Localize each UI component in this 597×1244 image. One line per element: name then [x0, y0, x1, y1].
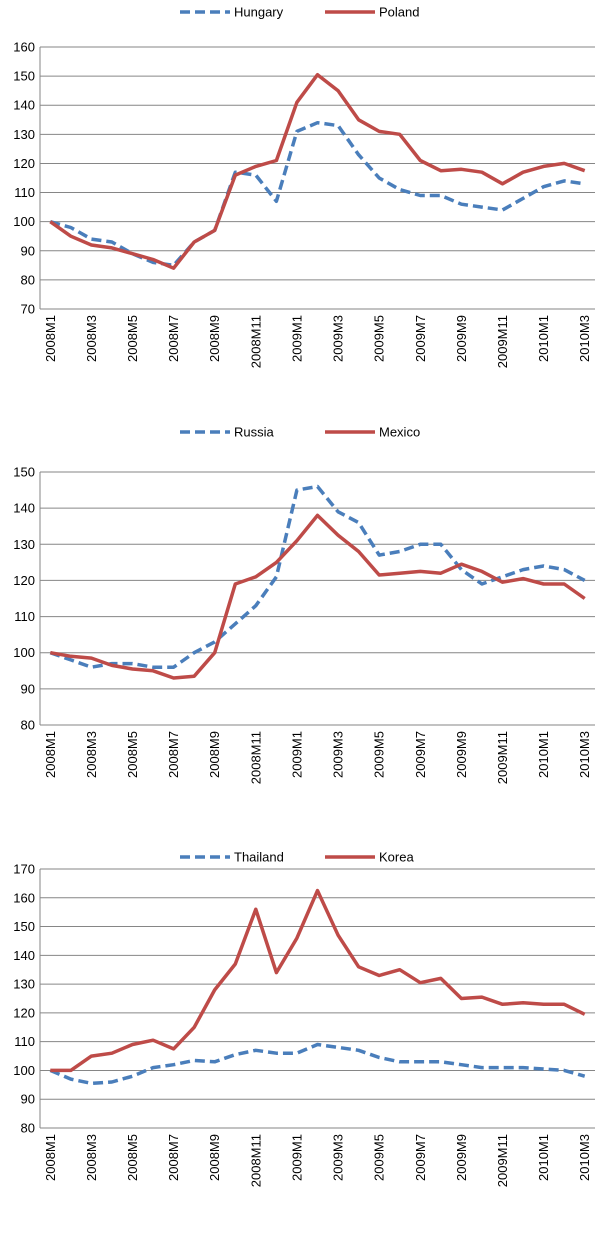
x-tick-label: 2009M5 — [372, 731, 387, 778]
x-tick-label: 2010M1 — [536, 1134, 551, 1181]
x-tick-label: 2009M9 — [454, 315, 469, 362]
x-tick-label: 2010M3 — [577, 1134, 592, 1181]
y-tick-label: 150 — [13, 465, 35, 480]
x-tick-label: 2009M3 — [331, 315, 346, 362]
x-tick-label: 2009M7 — [413, 1134, 428, 1181]
x-tick-label: 2009M3 — [331, 731, 346, 778]
y-tick-label: 160 — [13, 890, 35, 905]
x-tick-label: 2008M3 — [84, 315, 99, 362]
x-tick-label: 2008M5 — [125, 1134, 140, 1181]
y-tick-label: 140 — [13, 948, 35, 963]
y-tick-label: 150 — [13, 69, 35, 84]
x-tick-label: 2009M1 — [289, 1134, 304, 1181]
x-tick-label: 2009M1 — [289, 315, 304, 362]
chart: 70 80 90 100 110 120 130 140 150 160 2008M1 2008M3 2… — [13, 5, 595, 368]
x-tick-label: 2008M11 — [248, 1134, 263, 1187]
y-tick-label: 140 — [13, 98, 35, 113]
x-tick-label: 2008M1 — [43, 1134, 58, 1181]
x-tick-label: 2009M9 — [454, 731, 469, 778]
y-tick-label: 170 — [13, 862, 35, 877]
x-tick-label: 2009M5 — [372, 1134, 387, 1181]
legend-label: Mexico — [379, 425, 420, 440]
legend-label: Thailand — [234, 850, 284, 865]
y-tick-label: 100 — [13, 645, 35, 660]
x-tick-label: 2009M5 — [372, 315, 387, 362]
legend-label: Poland — [379, 5, 419, 20]
legend-label: Russia — [234, 425, 275, 440]
y-tick-label: 140 — [13, 501, 35, 516]
y-tick-label: 120 — [13, 156, 35, 171]
x-tick-label: 2009M7 — [413, 315, 428, 362]
x-tick-label: 2009M11 — [495, 1134, 510, 1187]
x-tick-label: 2008M5 — [125, 731, 140, 778]
y-tick-label: 80 — [21, 1121, 35, 1136]
x-tick-label: 2009M9 — [454, 1134, 469, 1181]
x-tick-label: 2008M11 — [248, 731, 263, 784]
y-tick-label: 90 — [21, 243, 35, 258]
y-tick-label: 120 — [13, 1005, 35, 1020]
y-tick-label: 160 — [13, 40, 35, 55]
x-tick-label: 2008M1 — [43, 315, 58, 362]
x-tick-label: 2008M9 — [207, 1134, 222, 1181]
x-tick-label: 2008M1 — [43, 731, 58, 778]
y-tick-label: 120 — [13, 573, 35, 588]
y-tick-label: 80 — [21, 272, 35, 287]
x-tick-label: 2010M1 — [536, 315, 551, 362]
x-tick-label: 2009M11 — [495, 315, 510, 368]
y-tick-label: 130 — [13, 977, 35, 992]
y-tick-label: 110 — [14, 1034, 35, 1049]
x-tick-label: 2008M7 — [166, 1134, 181, 1181]
x-tick-label: 2009M11 — [495, 731, 510, 784]
x-tick-label: 2010M3 — [577, 315, 592, 362]
y-tick-label: 70 — [21, 302, 35, 317]
x-tick-label: 2009M1 — [289, 731, 304, 778]
y-tick-label: 150 — [13, 919, 35, 934]
x-tick-label: 2008M9 — [207, 731, 222, 778]
x-tick-label: 2010M1 — [536, 731, 551, 778]
x-tick-label: 2008M7 — [166, 731, 181, 778]
y-tick-label: 110 — [14, 609, 35, 624]
data-line — [49, 1042, 586, 1086]
y-tick-label: 100 — [13, 214, 35, 229]
data-line — [49, 513, 586, 680]
data-line — [49, 484, 586, 669]
legend-label: Korea — [379, 850, 414, 865]
data-line — [49, 72, 586, 270]
x-tick-label: 2008M5 — [125, 315, 140, 362]
x-tick-label: 2009M3 — [331, 1134, 346, 1181]
data-line — [49, 120, 585, 268]
chart: 80 90 100 110 120 130 140 150 160 170 2008M1 2008M3… — [13, 850, 595, 1187]
y-tick-label: 100 — [13, 1063, 35, 1078]
x-tick-label: 2010M3 — [577, 731, 592, 778]
x-tick-label: 2008M3 — [84, 731, 99, 778]
y-tick-label: 90 — [21, 1092, 35, 1107]
x-tick-label: 2008M9 — [207, 315, 222, 362]
y-tick-label: 130 — [13, 537, 35, 552]
legend-label: Hungary — [234, 5, 284, 20]
y-tick-label: 90 — [21, 681, 35, 696]
x-tick-label: 2008M7 — [166, 315, 181, 362]
x-tick-label: 2008M11 — [248, 315, 263, 368]
chart: 80 90 100 110 120 130 140 150 2008M1 2008M3 2008M5… — [13, 425, 595, 784]
y-tick-label: 110 — [14, 185, 35, 200]
y-tick-label: 80 — [21, 718, 35, 733]
y-tick-label: 130 — [13, 127, 35, 142]
x-tick-label: 2009M7 — [413, 731, 428, 778]
data-line — [50, 888, 586, 1073]
x-tick-label: 2008M3 — [84, 1134, 99, 1181]
